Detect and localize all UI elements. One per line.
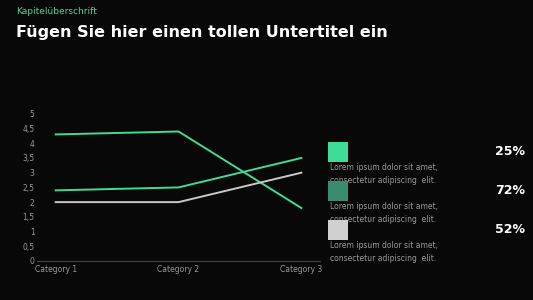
Text: Kapitelüberschrift: Kapitelüberschrift bbox=[16, 8, 97, 16]
Text: Fügen Sie hier einen tollen Untertitel ein: Fügen Sie hier einen tollen Untertitel e… bbox=[16, 26, 387, 40]
Text: 52%: 52% bbox=[495, 223, 525, 236]
Text: Lorem ipsum dolor sit amet,
consectetur adipiscing  elit.: Lorem ipsum dolor sit amet, consectetur … bbox=[330, 202, 439, 224]
Text: Lorem ipsum dolor sit amet,
consectetur adipiscing  elit.: Lorem ipsum dolor sit amet, consectetur … bbox=[330, 241, 439, 263]
Text: 25%: 25% bbox=[495, 145, 525, 158]
Text: 72%: 72% bbox=[495, 184, 525, 197]
Text: Lorem ipsum dolor sit amet,
consectetur adipiscing  elit.: Lorem ipsum dolor sit amet, consectetur … bbox=[330, 163, 439, 185]
